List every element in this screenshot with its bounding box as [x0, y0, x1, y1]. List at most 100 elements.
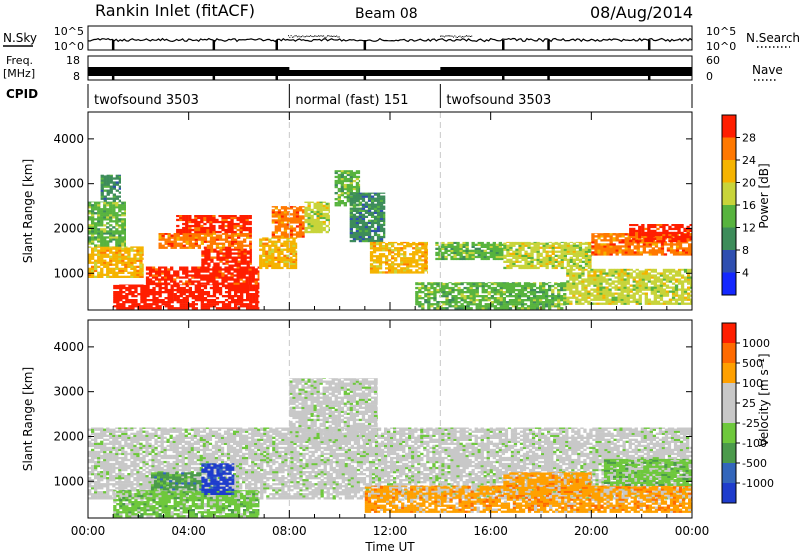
heatmap-cell	[112, 234, 116, 237]
heatmap-cell	[459, 245, 463, 248]
nsearch-dot	[332, 36, 334, 37]
heatmap-cell	[164, 288, 168, 292]
heatmap-cell	[515, 250, 519, 253]
heatmap-cell	[687, 288, 691, 291]
heatmap-cell	[668, 227, 672, 231]
heatmap-cell	[602, 292, 606, 295]
heatmap-cell	[286, 256, 290, 259]
nsearch-dot	[324, 36, 326, 38]
heatmap-cell	[343, 175, 347, 179]
heatmap-cell	[94, 230, 98, 233]
heatmap-cell	[243, 260, 247, 263]
heatmap-cell	[325, 208, 329, 212]
heatmap-cell	[656, 235, 660, 239]
heatmap-cell	[379, 209, 384, 212]
heatmap-cell	[606, 251, 610, 254]
heatmap-cell	[191, 242, 195, 245]
heatmap-cell	[671, 227, 675, 231]
heatmap-cell	[683, 298, 688, 301]
heatmap-cell	[139, 261, 143, 264]
heatmap-cell	[660, 243, 665, 246]
heatmap-cell	[161, 272, 165, 275]
heatmap-cell	[228, 254, 232, 257]
heatmap-cell	[313, 226, 317, 230]
heatmap-cell	[191, 220, 195, 224]
heatmap-cell	[289, 237, 293, 239]
heatmap-cell	[280, 250, 284, 253]
heatmap-cell	[532, 305, 537, 308]
heatmap-cell	[115, 263, 119, 266]
heatmap-cell	[94, 267, 98, 270]
heatmap-cell	[442, 282, 446, 286]
heatmap-cell	[385, 271, 389, 274]
heatmap-cell	[569, 288, 573, 291]
heatmap-cell	[236, 268, 240, 271]
heatmap-cell	[594, 247, 598, 250]
heatmap-cell	[617, 278, 621, 281]
heatmap-cell	[112, 193, 116, 196]
heatmap-cell	[373, 231, 378, 235]
heatmap-cell	[647, 276, 651, 279]
heatmap-cell	[143, 284, 147, 288]
heatmap-cell	[191, 236, 195, 239]
heatmap-cell	[224, 230, 228, 234]
heatmap-cell	[530, 242, 534, 245]
heatmap-cell	[433, 293, 437, 296]
heatmap-cell	[151, 274, 156, 277]
heatmap-cell	[638, 276, 642, 279]
heatmap-cell	[471, 245, 475, 248]
heatmap-cell	[478, 301, 482, 304]
heatmap-cell	[115, 255, 119, 258]
heatmap-cell	[255, 293, 259, 296]
heatmap-cell	[245, 216, 249, 220]
heatmap-cell	[617, 286, 621, 289]
heatmap-cell	[234, 301, 238, 304]
heatmap-cell	[498, 245, 502, 248]
heatmap-cell	[647, 231, 651, 235]
heatmap-cell	[642, 247, 646, 250]
heatmap-cell	[480, 253, 484, 257]
heatmap-cell	[225, 250, 229, 253]
heatmap-cell	[551, 258, 555, 261]
heatmap-cell	[524, 242, 528, 245]
heatmap-cell	[118, 174, 121, 176]
heatmap-cell	[286, 248, 290, 251]
heatmap-cell	[654, 251, 659, 254]
heatmap-cell	[506, 252, 510, 255]
heatmap-cell	[530, 260, 534, 263]
heatmap-cell	[441, 251, 445, 255]
heatmap-cell	[511, 291, 516, 294]
heatmap-cell	[653, 274, 657, 277]
heatmap-cell	[602, 302, 606, 305]
heatmap-cell	[167, 288, 171, 292]
heatmap-cell	[100, 261, 104, 264]
heatmap-cell	[529, 284, 534, 288]
heatmap-cell	[227, 305, 232, 308]
heatmap-cell	[597, 233, 601, 236]
heatmap-cell	[227, 268, 231, 271]
heatmap-cell	[91, 230, 95, 233]
heatmap-cell	[286, 233, 291, 236]
heatmap-cell	[605, 300, 609, 303]
heatmap-cell	[489, 251, 493, 255]
heatmap-cell	[496, 299, 500, 302]
heatmap-cell	[472, 293, 476, 296]
heatmap-cell	[650, 229, 654, 233]
heatmap-cell	[381, 247, 386, 250]
heatmap-cell	[599, 296, 603, 299]
heatmap-cell	[283, 231, 288, 234]
heatmap-cell	[545, 301, 549, 304]
heatmap-cell	[170, 299, 174, 302]
heatmap-cell	[554, 299, 558, 302]
heatmap-cell	[271, 209, 275, 212]
heatmap-cell	[373, 193, 378, 196]
heatmap-cell	[94, 232, 98, 235]
heatmap-cell	[638, 237, 642, 241]
heatmap-cell	[678, 243, 683, 246]
heatmap-cell	[453, 251, 457, 255]
heatmap-cell	[509, 260, 513, 263]
heatmap-cell	[158, 293, 162, 296]
heatmap-cell	[246, 244, 250, 247]
heatmap-cell	[469, 293, 473, 296]
heatmap-cell	[421, 259, 425, 262]
